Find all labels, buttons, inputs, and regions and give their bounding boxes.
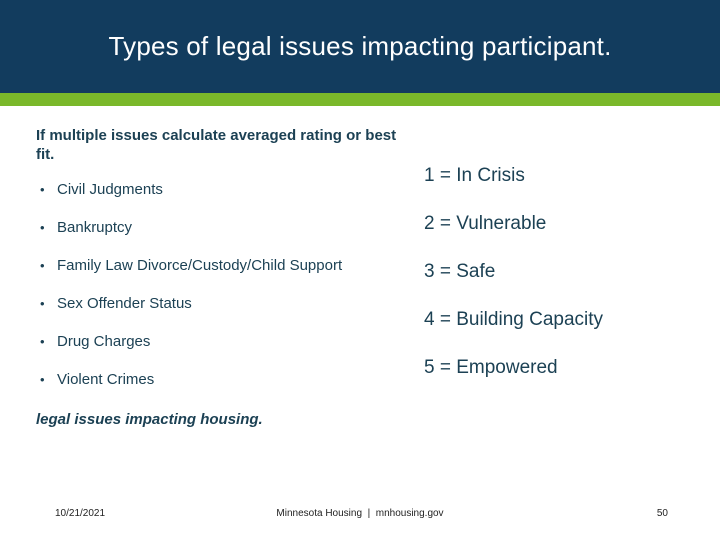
note-text: legal issues impacting housing. xyxy=(36,411,263,428)
slide-footer: 10/21/2021 Minnesota Housing | mnhousing… xyxy=(0,506,720,522)
bullet-icon: • xyxy=(40,182,45,197)
bullet-icon: • xyxy=(40,372,45,387)
list-item-label: Family Law Divorce/Custody/Child Support xyxy=(57,257,343,274)
footer-org: Minnesota Housing | mnhousing.gov xyxy=(276,508,444,519)
title-band xyxy=(0,0,720,93)
rating-scale: 1 = In Crisis 2 = Vulnerable 3 = Safe 4 … xyxy=(424,166,704,406)
accent-stripe xyxy=(0,93,720,106)
list-item-label: Violent Crimes xyxy=(57,371,155,388)
list-item-label: Sex Offender Status xyxy=(57,295,192,312)
bullet-icon: • xyxy=(40,334,45,349)
list-item: • Violent Crimes xyxy=(40,371,420,388)
rating-item: 1 = In Crisis xyxy=(424,165,525,186)
list-item-label: Civil Judgments xyxy=(57,181,163,198)
footer-date: 10/21/2021 xyxy=(55,508,106,519)
bullet-icon: • xyxy=(40,258,45,273)
page-number: 50 xyxy=(656,508,668,519)
list-item-label: Drug Charges xyxy=(57,333,151,350)
list-item: • Bankruptcy xyxy=(40,219,420,236)
legal-issues-list: • Civil Judgments • Bankruptcy • Family … xyxy=(40,181,420,409)
rating-item: 5 = Empowered xyxy=(424,357,558,378)
list-item: • Civil Judgments xyxy=(40,181,420,198)
rating-item: 4 = Building Capacity xyxy=(424,309,604,330)
rating-item: 3 = Safe xyxy=(424,261,496,282)
bullet-icon: • xyxy=(40,296,45,311)
slide-title: Types of legal issues impacting particip… xyxy=(108,31,612,61)
list-item: • Drug Charges xyxy=(40,333,420,350)
intro-text: If multiple issues calculate averaged ra… xyxy=(36,127,397,163)
bullet-icon: • xyxy=(40,220,45,235)
list-item-label: Bankruptcy xyxy=(57,219,133,236)
rating-item: 2 = Vulnerable xyxy=(424,213,547,234)
list-item: • Sex Offender Status xyxy=(40,295,420,312)
list-item: • Family Law Divorce/Custody/Child Suppo… xyxy=(40,257,420,274)
